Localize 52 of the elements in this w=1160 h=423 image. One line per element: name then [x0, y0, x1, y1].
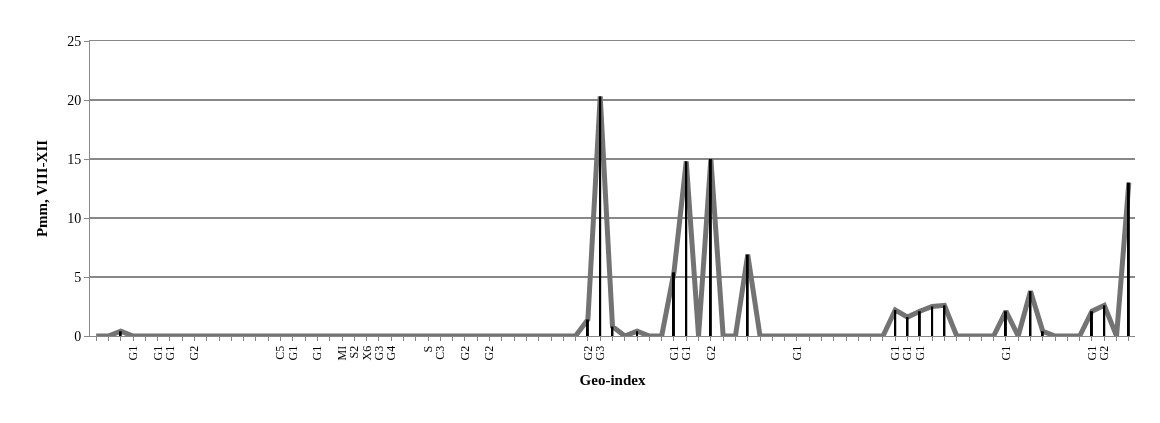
bar [1090, 311, 1093, 336]
bar [906, 317, 909, 336]
x-tick-label: G1 [998, 345, 1013, 361]
bar [1127, 182, 1130, 336]
bar [1004, 311, 1007, 336]
x-tick-label: C5 [273, 345, 288, 360]
x-tick-label: MI [334, 345, 349, 361]
y-tick-label: 5 [74, 269, 82, 285]
bar [709, 159, 712, 336]
y-tick-label: 20 [67, 92, 82, 108]
x-tick-label: G2 [1097, 345, 1112, 361]
x-tick-label: G1 [285, 345, 300, 361]
bar [1103, 305, 1106, 336]
x-tick-label: X6 [359, 345, 374, 361]
x-tick-label: G1 [162, 345, 177, 361]
x-tick-label: G1 [912, 345, 927, 361]
x-tick-label: G2 [703, 345, 718, 361]
x-tick-label: G2 [187, 345, 202, 361]
x-axis-title: Geo-index [579, 372, 646, 389]
x-tick-label: G1 [150, 345, 165, 361]
bar [894, 310, 897, 336]
bar [586, 319, 589, 336]
x-tick-label: G2 [482, 345, 497, 361]
x-tick-label: G3 [593, 345, 608, 361]
x-tick-label: G2 [457, 345, 472, 361]
x-tick-label: G1 [310, 345, 325, 361]
x-tick-label: S [420, 345, 435, 353]
bar [672, 272, 675, 336]
x-tick-label: G1 [789, 345, 804, 361]
x-tick-label: G1 [900, 345, 915, 361]
x-tick-label: G1 [679, 345, 694, 361]
bar [746, 254, 749, 336]
y-tick-label: 25 [67, 33, 82, 49]
y-tick-label: 0 [74, 328, 82, 344]
x-tick-label: S2 [347, 345, 362, 359]
x-tick-label: G1 [125, 345, 140, 361]
bar [1041, 331, 1044, 336]
x-tick-label: G1 [1084, 345, 1099, 361]
bar [931, 306, 934, 336]
y-tick-label: 10 [67, 210, 82, 226]
x-tick-label: G1 [888, 345, 903, 361]
bar [636, 331, 639, 336]
bar [599, 96, 602, 336]
y-tick-label: 15 [67, 151, 82, 167]
x-tick-label: G1 [666, 345, 681, 361]
x-tick-label: G2 [580, 345, 595, 361]
x-tick-label: G3 [371, 345, 386, 361]
bar [918, 311, 921, 336]
x-tick-label: G4 [384, 345, 399, 361]
bar [119, 331, 122, 336]
x-tick-label: C3 [433, 345, 448, 360]
y-axis-title: Pmm, VIII-XII [34, 139, 51, 238]
